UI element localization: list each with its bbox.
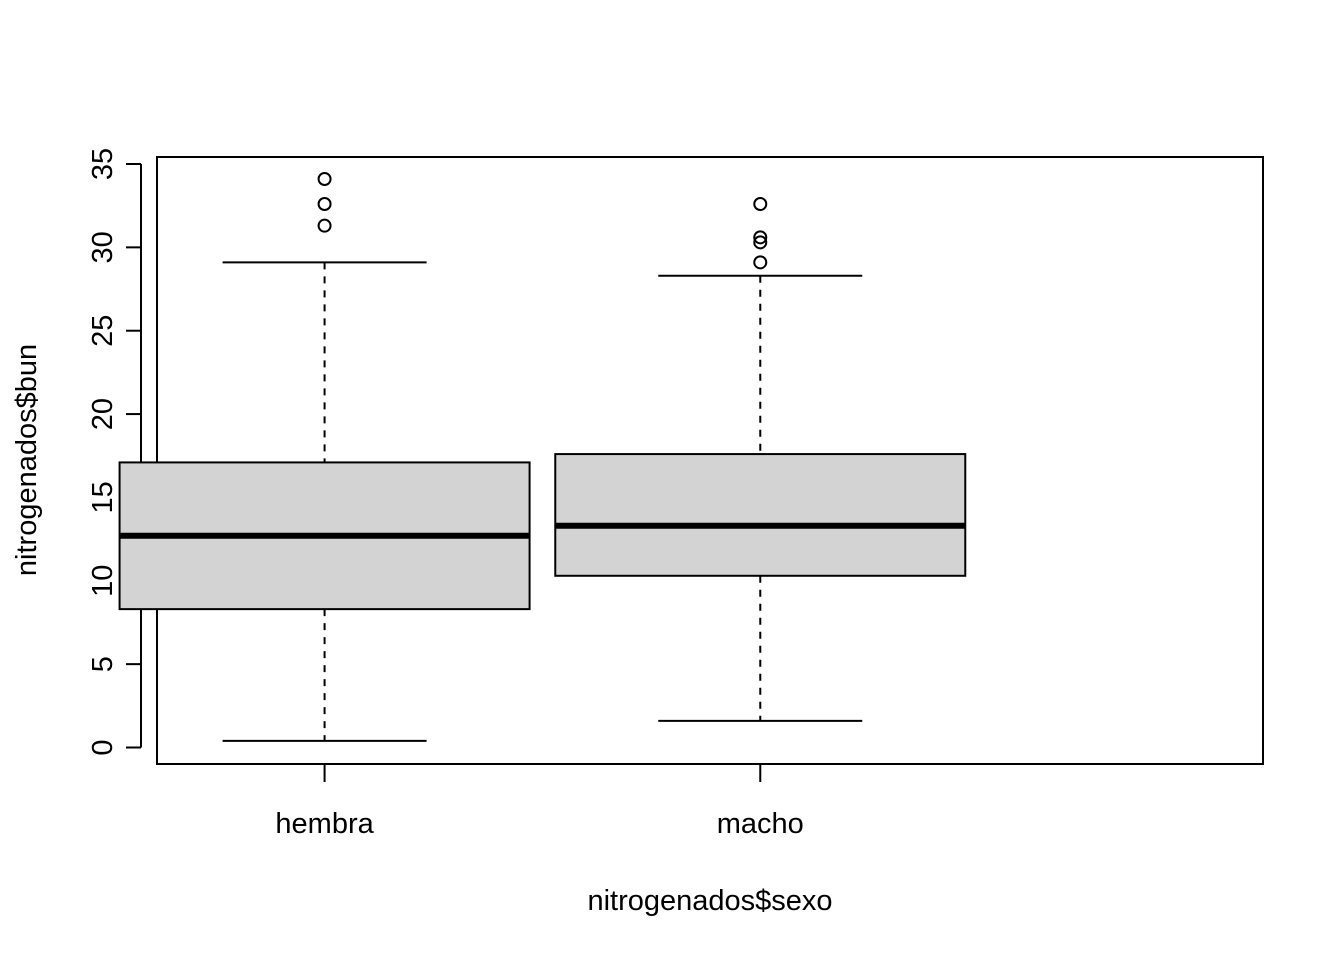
x-tick-label: hembra [275,808,374,840]
outlier-point [317,197,332,212]
y-axis-label: nitrogenados$bun [11,344,43,576]
outlier-point [753,197,768,212]
outlier-point [753,255,768,270]
box-group-macho [554,197,967,722]
y-tick-label: 20 [87,398,119,430]
y-axis: 0 5 10 15 20 25 30 35 [87,148,142,756]
iqr-box [554,453,967,577]
y-tick-label: 35 [87,148,119,180]
y-tick-label: 0 [87,739,119,755]
plot-frame [156,156,1264,765]
y-tick-label: 25 [87,315,119,347]
outlier-point [753,235,768,250]
x-axis-label: nitrogenados$sexo [587,885,832,917]
y-tick-label: 5 [87,656,119,672]
outlier-point [753,230,768,245]
box-group-hembra [118,172,531,742]
y-tick-label: 10 [87,565,119,597]
boxes-layer [118,172,967,742]
y-tick-label: 30 [87,231,119,263]
y-tick-label: 15 [87,481,119,513]
outlier-point [317,172,332,187]
outlier-point [317,218,332,233]
x-axis: hembra macho [275,764,804,840]
x-tick-label: macho [717,808,804,840]
